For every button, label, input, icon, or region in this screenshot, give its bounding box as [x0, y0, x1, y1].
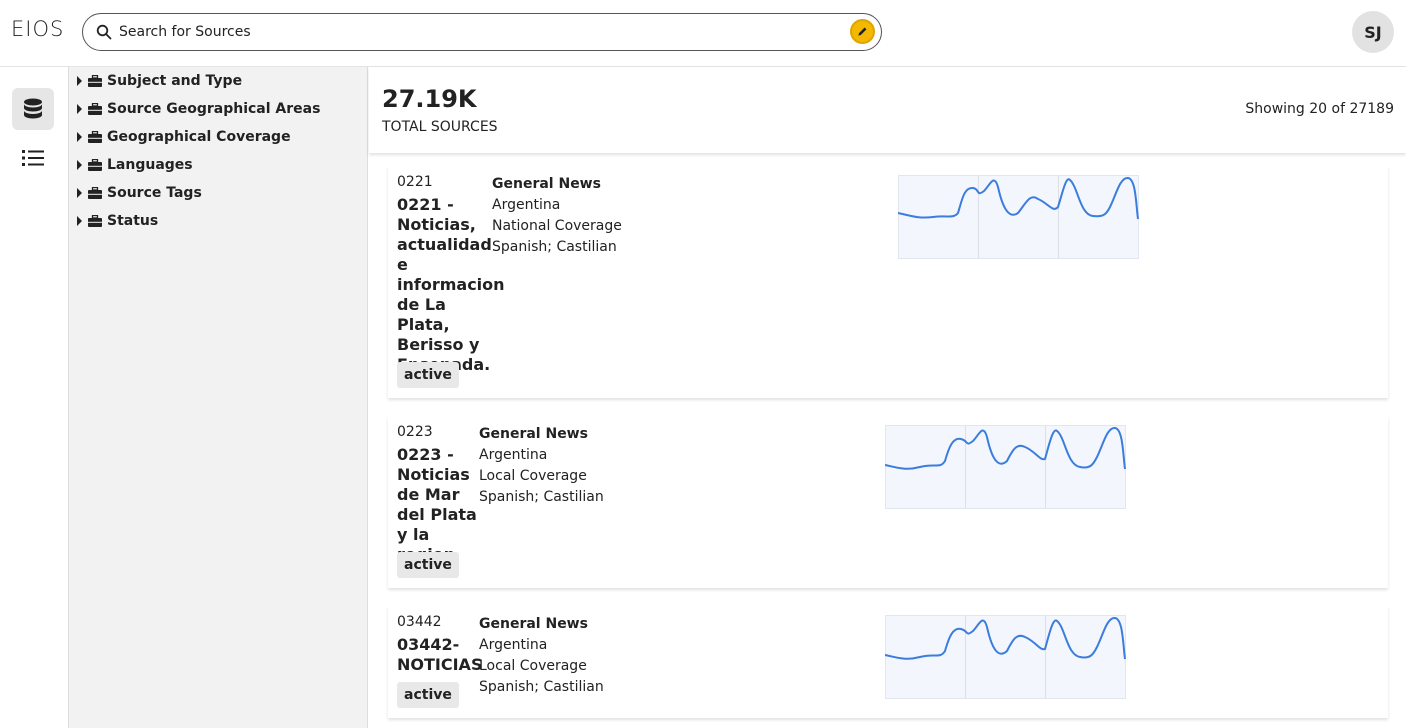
total-count: 27.19K [382, 85, 477, 113]
filter-label: Status [107, 213, 159, 229]
caret-right-icon [77, 76, 82, 86]
pencil-icon [858, 27, 867, 36]
filter-languages[interactable]: Languages [77, 154, 193, 176]
status-badge: active [397, 362, 459, 388]
activity-sparkline [885, 425, 1126, 509]
status-badge: active [397, 552, 459, 578]
source-coverage: Local Coverage [479, 468, 587, 484]
app-logo[interactable]: EIOS [11, 17, 65, 41]
caret-right-icon [77, 132, 82, 142]
source-coverage: Local Coverage [479, 658, 587, 674]
source-card[interactable]: 0223 0223 - Noticias de Mar del Plata y … [388, 416, 1388, 588]
search-icon [96, 24, 112, 40]
filter-label: Source Tags [107, 185, 202, 201]
briefcase-icon [88, 103, 102, 115]
edit-query-button[interactable] [850, 19, 875, 44]
search-box[interactable] [82, 13, 882, 51]
user-avatar[interactable]: SJ [1352, 11, 1394, 53]
source-category: General News [492, 176, 601, 192]
filter-source-geo-areas[interactable]: Source Geographical Areas [77, 98, 320, 120]
source-name[interactable]: 0223 - Noticias de Mar del Plata y la re… [397, 445, 477, 564]
sources-nav-button[interactable] [12, 88, 54, 130]
source-meta: General News Argentina National Coverage… [492, 174, 622, 258]
database-icon [24, 98, 42, 119]
filter-label: Source Geographical Areas [107, 101, 321, 117]
source-country: Argentina [492, 197, 561, 213]
source-category: General News [479, 616, 588, 632]
source-name[interactable]: 03442- NOTICIAS [397, 635, 483, 674]
source-meta: General News Argentina Local Coverage Sp… [479, 614, 604, 698]
results-summary: 27.19K TOTAL SOURCES Showing 20 of 27189 [369, 67, 1406, 153]
source-id: 0221 [397, 174, 433, 190]
filter-panel: Subject and Type Source Geographical Are… [68, 67, 368, 728]
filter-subject-type[interactable]: Subject and Type [77, 70, 242, 92]
briefcase-icon [88, 75, 102, 87]
source-id: 03442 [397, 614, 442, 630]
source-id: 0223 [397, 424, 433, 440]
source-card[interactable]: 03442 03442- NOTICIAS General News Argen… [388, 606, 1388, 718]
briefcase-icon [88, 131, 102, 143]
top-bar: EIOS SJ [0, 0, 1406, 67]
source-language: Spanish; Castilian [479, 679, 604, 695]
filter-label: Languages [107, 157, 193, 173]
status-badge: active [397, 682, 459, 708]
briefcase-icon [88, 187, 102, 199]
filter-geo-coverage[interactable]: Geographical Coverage [77, 126, 291, 148]
activity-sparkline [885, 615, 1126, 699]
briefcase-icon [88, 215, 102, 227]
caret-right-icon [77, 216, 82, 226]
activity-sparkline [898, 175, 1139, 259]
filter-source-tags[interactable]: Source Tags [77, 182, 202, 204]
caret-right-icon [77, 104, 82, 114]
source-country: Argentina [479, 447, 548, 463]
filter-status[interactable]: Status [77, 210, 158, 232]
source-country: Argentina [479, 637, 548, 653]
search-input[interactable] [119, 21, 839, 43]
filter-label: Geographical Coverage [107, 129, 291, 145]
list-icon [22, 150, 44, 166]
showing-count: Showing 20 of 27189 [1245, 101, 1394, 117]
filter-label: Subject and Type [107, 73, 243, 89]
total-label: TOTAL SOURCES [382, 119, 498, 135]
nav-rail [0, 67, 68, 728]
source-language: Spanish; Castilian [479, 489, 604, 505]
source-meta: General News Argentina Local Coverage Sp… [479, 424, 604, 508]
source-category: General News [479, 426, 588, 442]
source-coverage: National Coverage [492, 218, 622, 234]
caret-right-icon [77, 188, 82, 198]
briefcase-icon [88, 159, 102, 171]
source-name[interactable]: 0221 - Noticias, actualidad e informacio… [397, 195, 505, 374]
results-panel: 27.19K TOTAL SOURCES Showing 20 of 27189… [369, 67, 1406, 728]
source-language: Spanish; Castilian [492, 239, 617, 255]
caret-right-icon [77, 160, 82, 170]
list-nav-button[interactable] [12, 137, 54, 179]
source-card[interactable]: 0221 0221 - Noticias, actualidad e infor… [388, 166, 1388, 398]
